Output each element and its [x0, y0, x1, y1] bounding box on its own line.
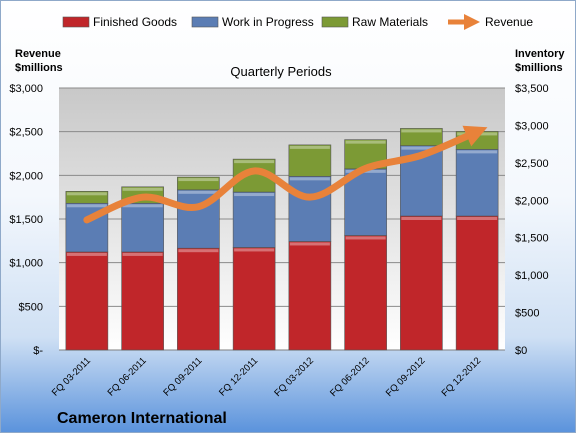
- bar-raw-materials: [400, 128, 443, 146]
- bar-highlight: [178, 178, 219, 182]
- legend-swatch: [191, 16, 219, 28]
- bar-finished-goods: [344, 235, 387, 351]
- left-tick-label: $1,500: [9, 214, 43, 226]
- left-tick-label: $500: [19, 301, 43, 313]
- bar-highlight: [122, 252, 163, 256]
- x-tick-label: FQ 03-2012: [272, 355, 316, 399]
- right-tick-label: $1,500: [515, 233, 549, 245]
- bar-highlight: [66, 192, 107, 196]
- left-tick-label: $3,000: [9, 83, 43, 95]
- left-axis-ticks: $- $500 $1,000 $1,500 $2,000 $2,500 $3,000: [9, 83, 43, 357]
- x-tick-label: FQ 03-2011: [50, 355, 93, 398]
- revenue-line-group: [83, 125, 488, 224]
- bar-work-in-progress: [455, 149, 499, 217]
- x-tick-label: FQ 06-2012: [328, 355, 372, 399]
- bar-finished-goods: [177, 247, 220, 351]
- bar-highlight: [289, 177, 330, 181]
- bar-highlight: [401, 217, 442, 221]
- left-tick-label: $2,000: [9, 170, 43, 182]
- bar-highlight: [234, 160, 275, 164]
- x-axis-ticks: FQ 03-2011 FQ 06-2011 FQ 09-2011 FQ 12-2011…: [50, 355, 483, 399]
- bar-finished-goods: [455, 215, 499, 351]
- legend-swatch: [62, 16, 90, 28]
- bar-finished-goods: [400, 215, 443, 351]
- right-tick-label: $0: [515, 345, 527, 357]
- bar-raw-materials: [65, 191, 109, 204]
- bar-highlight: [401, 146, 442, 150]
- right-axis-label: Inventory $millions: [515, 48, 565, 74]
- bar-highlight: [289, 242, 330, 246]
- x-tick-label: FQ 09-2011: [161, 355, 204, 398]
- left-tick-label: $2,500: [9, 127, 43, 139]
- legend-label: Revenue: [485, 15, 533, 29]
- left-tick-label: $1,000: [9, 258, 43, 270]
- bar-highlight: [178, 190, 219, 194]
- bar-highlight: [234, 248, 275, 252]
- bar-finished-goods: [121, 251, 164, 351]
- bar-work-in-progress: [232, 191, 276, 248]
- left-axis-label: Revenue $millions: [15, 48, 63, 74]
- bar-highlight: [457, 150, 498, 154]
- bar-highlight: [234, 193, 275, 197]
- right-tick-label: $2,500: [515, 158, 549, 170]
- right-tick-label: $2,000: [515, 195, 549, 207]
- bar-highlight: [289, 145, 330, 149]
- bar-highlight: [66, 252, 107, 256]
- legend-label: Finished Goods: [93, 15, 177, 29]
- right-tick-label: $3,500: [515, 83, 549, 95]
- legend: Finished Goods Work in Progress Raw Materi…: [62, 13, 533, 30]
- x-tick-label: FQ 12-2011: [217, 355, 260, 398]
- bar-highlight: [122, 187, 163, 191]
- left-tick-label: $-: [33, 345, 43, 357]
- right-tick-label: $1,000: [515, 270, 549, 282]
- bar-highlight: [122, 204, 163, 208]
- bar-highlight: [457, 217, 498, 221]
- right-tick-label: $500: [515, 308, 539, 320]
- x-tick-label: FQ 06-2011: [106, 355, 149, 398]
- bar-highlight: [345, 236, 386, 240]
- bar-highlight: [66, 204, 107, 208]
- company-name: Cameron International: [57, 410, 227, 427]
- bar-finished-goods: [288, 241, 332, 351]
- bar-highlight: [345, 140, 386, 144]
- bar-raw-materials: [177, 176, 220, 191]
- legend-swatch: [321, 16, 349, 28]
- legend-label: Work in Progress: [222, 15, 314, 29]
- x-tick-label: FQ 12-2012: [440, 355, 484, 399]
- bars: [65, 128, 499, 351]
- right-tick-label: $3,000: [515, 120, 549, 132]
- x-tick-label: FQ 09-2012: [384, 355, 428, 399]
- chart-subtitle: Quarterly Periods: [230, 64, 332, 79]
- bar-work-in-progress: [121, 202, 164, 253]
- bar-finished-goods: [232, 247, 276, 351]
- legend-label: Raw Materials: [352, 15, 428, 29]
- bar-raw-materials: [288, 144, 332, 177]
- bar-highlight: [401, 129, 442, 133]
- revenue-line: [83, 125, 488, 224]
- right-axis-ticks: $0 $500 $1,000 $1,500 $2,000 $2,500 $3,000 $3,5…: [515, 83, 549, 357]
- bar-highlight: [178, 249, 219, 253]
- bar-finished-goods: [65, 251, 109, 351]
- bar-work-in-progress: [288, 176, 332, 242]
